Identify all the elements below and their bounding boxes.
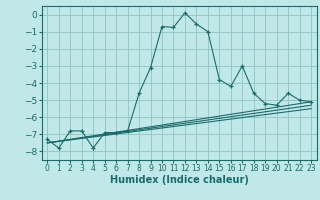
X-axis label: Humidex (Indice chaleur): Humidex (Indice chaleur) <box>110 175 249 185</box>
